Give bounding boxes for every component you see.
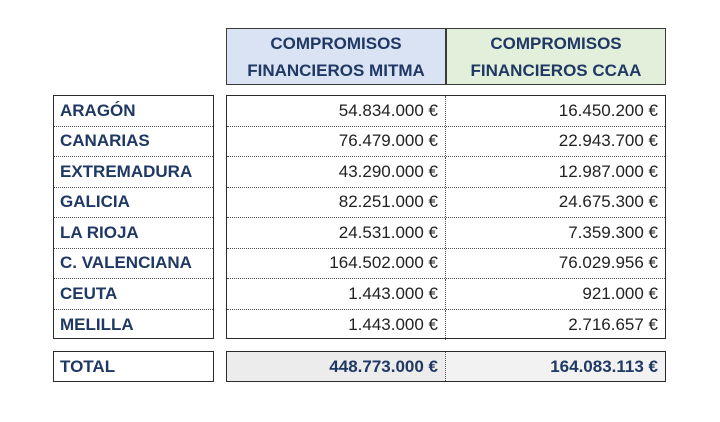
mitma-value: 43.290.000 €	[227, 157, 446, 187]
region-name: GALICIA	[60, 192, 130, 212]
region-name: CANARIAS	[60, 131, 150, 151]
total-row: 448.773.000 € 164.083.113 €	[226, 351, 666, 382]
ccaa-value: 2.716.657 €	[568, 314, 658, 334]
ccaa-value: 12.987.000 €	[558, 161, 658, 181]
header-ccaa-line2: FINANCIEROS CCAA	[470, 60, 642, 80]
table-row: CEUTA	[54, 279, 213, 310]
region-name: C. VALENCIANA	[60, 253, 192, 273]
table-row: 164.502.000 € 76.029.956 €	[227, 248, 665, 279]
ccaa-value: 921.000 €	[582, 283, 658, 303]
region-name: CEUTA	[60, 283, 118, 303]
mitma-value: 54.834.000 €	[227, 96, 446, 126]
ccaa-value: 24.675.300 €	[558, 192, 658, 212]
mitma-value: 76.479.000 €	[227, 126, 446, 156]
header-ccaa-line1: COMPROMISOS	[490, 33, 622, 53]
table-row: ARAGÓN	[54, 96, 213, 127]
table-row: GALICIA	[54, 188, 213, 218]
mitma-value: 24.531.000 €	[227, 218, 446, 248]
table-row: CANARIAS	[54, 127, 213, 157]
header-ccaa: COMPROMISOS FINANCIEROS CCAA	[446, 28, 666, 85]
region-name: LA RIOJA	[60, 222, 139, 242]
header-mitma-line2: FINANCIEROS MITMA	[247, 60, 425, 80]
region-name: ARAGÓN	[60, 100, 136, 120]
mitma-value: 1.443.000 €	[227, 279, 446, 309]
table-row: 1.443.000 € 2.716.657 €	[227, 309, 665, 340]
table-row: C. VALENCIANA	[54, 249, 213, 279]
table-row: 24.531.000 € 7.359.300 €	[227, 218, 665, 249]
mitma-value: 82.251.000 €	[227, 187, 446, 217]
table-row: 82.251.000 € 24.675.300 €	[227, 187, 665, 218]
table-row: 54.834.000 € 16.450.200 €	[227, 96, 665, 127]
region-name-column: ARAGÓN CANARIAS EXTREMADURA GALICIA LA R…	[53, 95, 214, 339]
ccaa-value: 76.029.956 €	[558, 253, 658, 273]
ccaa-value: 22.943.700 €	[558, 131, 658, 151]
mitma-value: 1.443.000 €	[227, 309, 446, 340]
table-row: LA RIOJA	[54, 218, 213, 249]
values-table: 54.834.000 € 16.450.200 € 76.479.000 € 2…	[226, 95, 666, 340]
table-row: EXTREMADURA	[54, 157, 213, 188]
region-name: EXTREMADURA	[60, 161, 193, 181]
table-row: 76.479.000 € 22.943.700 €	[227, 126, 665, 157]
total-ccaa-value: 164.083.113 €	[446, 352, 665, 381]
ccaa-value: 7.359.300 €	[568, 222, 658, 242]
mitma-value: 164.502.000 €	[227, 248, 446, 278]
total-mitma-value: 448.773.000 €	[227, 352, 446, 381]
header-mitma: COMPROMISOS FINANCIEROS MITMA	[226, 28, 446, 85]
total-label: TOTAL	[53, 351, 214, 382]
table-row: 43.290.000 € 12.987.000 €	[227, 157, 665, 188]
region-name: MELILLA	[60, 314, 134, 334]
ccaa-value: 16.450.200 €	[558, 100, 658, 120]
table-row: 1.443.000 € 921.000 €	[227, 279, 665, 310]
table-row: MELILLA	[54, 310, 213, 341]
header-mitma-line1: COMPROMISOS	[270, 33, 402, 53]
